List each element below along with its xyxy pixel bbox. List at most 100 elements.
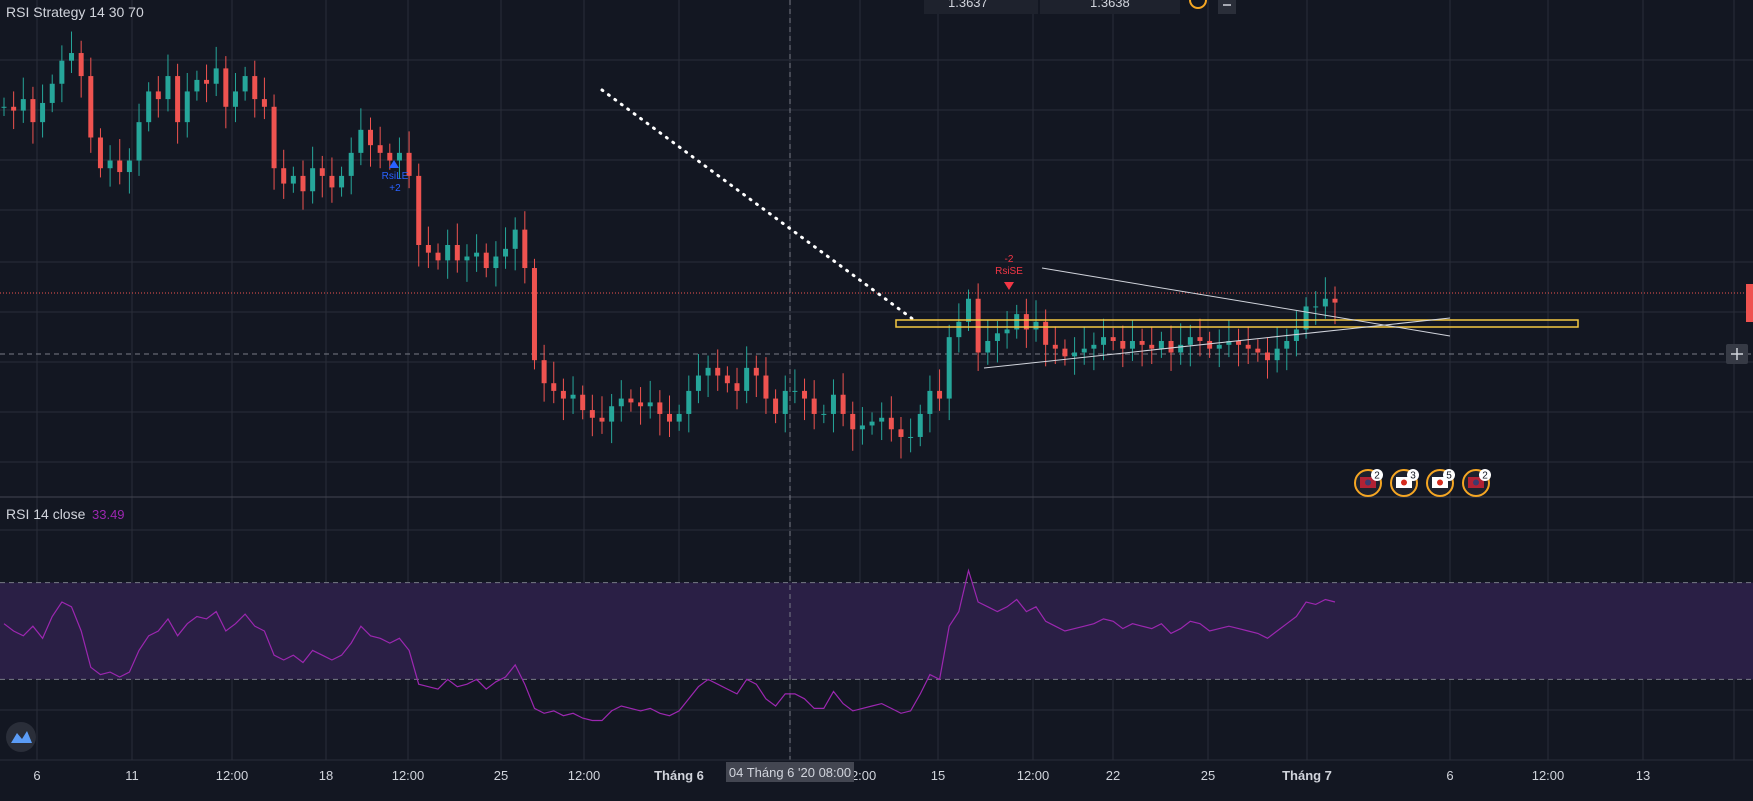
candle-body — [223, 68, 229, 107]
candle-body — [136, 122, 142, 161]
horizontal-zone-rectangle[interactable] — [895, 319, 1579, 328]
dotted-trend-line[interactable] — [600, 88, 916, 322]
time-axis-label: 22 — [1106, 768, 1120, 783]
candle-body — [1062, 348, 1068, 357]
candle-body — [1187, 337, 1193, 345]
candle-body — [503, 248, 509, 257]
long-entry-signal[interactable]: RsiLE +2 — [382, 160, 409, 194]
candle-body — [406, 152, 412, 176]
candle-body — [773, 398, 779, 414]
candle-body — [850, 413, 856, 430]
candle-body — [49, 83, 55, 103]
candle-body — [1264, 352, 1270, 361]
candle-body — [657, 402, 663, 414]
timer-icon[interactable] — [1189, 0, 1207, 9]
candle-body — [792, 390, 798, 392]
candle-body — [1129, 340, 1135, 349]
candle-body — [204, 79, 210, 84]
candle-body — [242, 76, 248, 92]
candle-body — [512, 229, 518, 249]
candle-body — [522, 229, 528, 269]
candle-body — [879, 417, 885, 422]
candle-body — [97, 137, 103, 169]
logo-circle[interactable] — [6, 722, 36, 752]
candle-body — [1313, 306, 1319, 308]
rsi-band-background — [0, 582, 1753, 680]
candle-body — [589, 410, 595, 418]
time-axis-label: 12:00 — [216, 768, 249, 783]
badge-count: 3 — [1410, 471, 1416, 482]
buy-price-box[interactable] — [1040, 0, 1180, 14]
candle-body — [811, 398, 817, 414]
event-badge[interactable]: 5 — [1426, 469, 1455, 497]
rsi-legend-title[interactable]: RSI 14 close — [6, 506, 86, 522]
short-signal-qty: -2 — [1005, 254, 1014, 265]
rsi-line — [3, 568, 1336, 722]
minimize-button[interactable] — [1218, 0, 1236, 14]
sell-price-box[interactable] — [924, 0, 1038, 14]
drawings[interactable] — [600, 88, 1579, 369]
candle-body — [175, 76, 181, 123]
candle-body — [724, 375, 730, 384]
candle-body — [705, 367, 711, 376]
candle-body — [1101, 337, 1107, 345]
flag-emblem — [1401, 479, 1407, 486]
candle-body — [319, 168, 325, 176]
candle-body — [290, 175, 296, 184]
tradingview-logo[interactable] — [6, 722, 36, 752]
add-button[interactable] — [1726, 344, 1748, 364]
candle-body — [271, 106, 277, 169]
triangle-upper-line[interactable] — [1041, 267, 1451, 337]
triangle-lower-line[interactable] — [983, 317, 1451, 369]
candle-body — [821, 413, 827, 415]
candle-body — [1004, 329, 1010, 334]
candle-body — [994, 333, 1000, 341]
event-badge[interactable]: 2 — [1354, 469, 1383, 497]
candle-body — [184, 91, 190, 123]
candle-body — [1274, 348, 1280, 361]
candle-body — [396, 152, 402, 161]
badge-count-bg — [1407, 469, 1419, 481]
candle-body — [840, 394, 846, 414]
economic-events[interactable]: 2 3 5 2 — [1354, 469, 1491, 497]
candle-body — [985, 340, 991, 353]
badge-count-bg — [1443, 469, 1455, 481]
flag-emblem — [1437, 479, 1443, 486]
candle-body — [126, 160, 132, 173]
time-axis-label: 25 — [1201, 768, 1215, 783]
candle-body — [1332, 298, 1338, 303]
candle-body — [387, 152, 393, 161]
candle-body — [155, 91, 161, 100]
badge-count: 2 — [1374, 471, 1380, 482]
candle-body — [1043, 321, 1049, 345]
candle-body — [1236, 340, 1242, 345]
strategy-legend-title[interactable]: RSI Strategy 14 30 70 — [6, 4, 144, 20]
badge-count: 2 — [1482, 471, 1488, 482]
candle-body — [416, 175, 422, 245]
candle-body — [425, 245, 431, 253]
candle-body — [232, 91, 238, 107]
candle-body — [638, 402, 644, 407]
candle-body — [339, 175, 345, 188]
candle-body — [1158, 340, 1164, 349]
price-ticker[interactable]: 1.3637 1.3638 — [924, 0, 1236, 14]
candle-body — [358, 129, 364, 153]
candle-body — [483, 252, 489, 269]
long-arrow-icon — [389, 160, 399, 168]
long-signal-label: RsiLE — [382, 171, 409, 182]
event-badge[interactable]: 3 — [1390, 469, 1419, 497]
candle-body — [667, 413, 672, 422]
candle-body — [454, 245, 460, 261]
long-signal-qty: +2 — [389, 183, 401, 194]
event-badge[interactable]: 2 — [1462, 469, 1491, 497]
rsi-legend-value: 33.49 — [92, 507, 125, 522]
candle-body — [281, 168, 287, 184]
candle-body — [69, 53, 75, 61]
candles — [1, 31, 1338, 459]
candle-body — [1120, 340, 1126, 349]
candle-body — [88, 76, 94, 138]
short-entry-signal[interactable]: -2 RsiSE — [995, 254, 1023, 290]
candle-body — [782, 390, 788, 414]
